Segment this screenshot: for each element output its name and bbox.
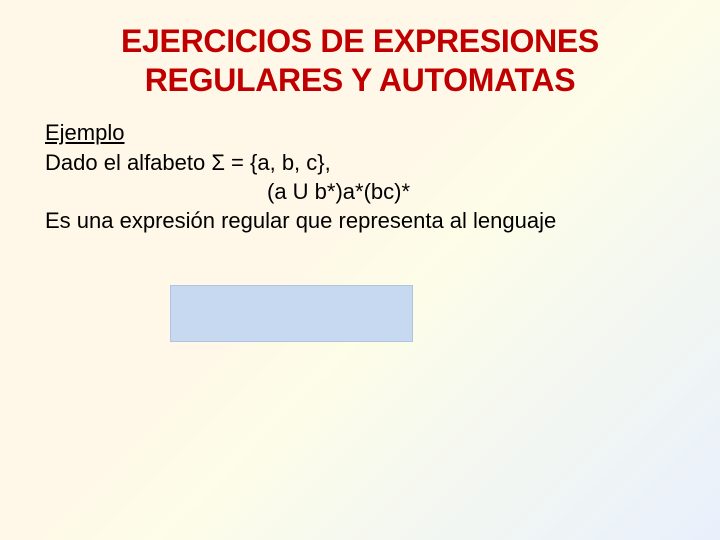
content-block: Ejemplo Dado el alfabeto Σ = {a, b, c}, … [0, 100, 720, 235]
body-line-3: Es una expresión regular que representa … [45, 206, 670, 235]
title-line-2: REGULARES Y AUTOMATAS [145, 62, 575, 98]
slide-title: EJERCICIOS DE EXPRESIONES REGULARES Y AU… [0, 0, 720, 100]
example-label: Ejemplo [45, 120, 670, 146]
body-line-1: Dado el alfabeto Σ = {a, b, c}, [45, 148, 670, 177]
answer-box [170, 285, 413, 342]
title-line-1: EJERCICIOS DE EXPRESIONES [121, 23, 599, 59]
body-line-2: (a U b*)a*(bc)* [45, 177, 670, 206]
